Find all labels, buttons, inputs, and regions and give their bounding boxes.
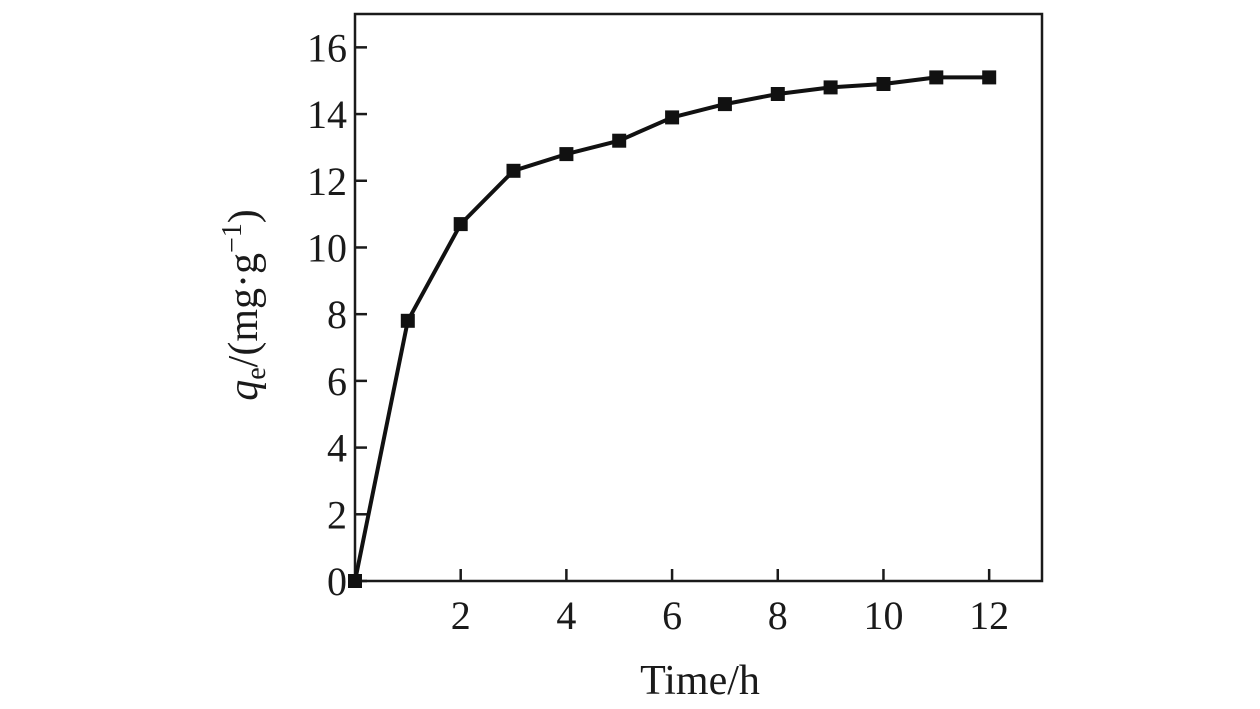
data-point-marker [876,77,891,91]
data-point-marker [823,80,838,95]
data-point-marker [982,70,997,85]
x-tick-label: 10 [863,593,903,638]
y-axis-unit-suffix: ) [221,209,267,223]
y-tick-label: 4 [327,426,347,471]
data-point-marker [453,217,468,232]
series-line [353,75,990,582]
data-point-marker [506,163,521,178]
y-axis: 0 2 4 6 8 10 12 14 16 [307,25,367,604]
x-axis-title: Time/h [640,658,760,704]
y-tick-label: 0 [327,559,347,604]
data-point-marker [348,574,362,588]
data-point-marker [929,70,944,85]
y-tick-label: 8 [327,292,347,337]
plot-frame [353,12,1044,583]
y-axis-title: qe/(mg·g−1) [217,209,272,401]
x-tick-label: 12 [969,593,1009,638]
y-tick-label: 14 [307,92,347,137]
y-axis-unit-superscript: −1 [217,223,248,253]
y-tick-label: 6 [327,359,347,404]
x-tick-label: 2 [451,593,471,638]
y-axis-subscript: e [241,367,272,379]
series-layer [348,70,997,588]
data-point-marker [717,97,732,112]
y-tick-label: 12 [307,159,347,204]
x-axis: 2 4 6 8 10 12 [451,569,1009,638]
y-tick-label: 10 [307,225,347,270]
data-point-marker [612,133,627,148]
y-axis-symbol: q [221,380,267,401]
data-point-marker [770,87,785,101]
x-tick-label: 8 [768,593,788,638]
y-tick-label: 16 [307,25,347,70]
x-tick-label: 6 [662,593,682,638]
x-tick-label: 4 [556,593,576,638]
data-point-marker [400,313,415,328]
data-point-marker [559,147,574,162]
y-tick-label: 2 [327,492,347,537]
y-axis-unit-prefix: /(mg·g [221,253,267,367]
data-point-marker [665,110,680,125]
